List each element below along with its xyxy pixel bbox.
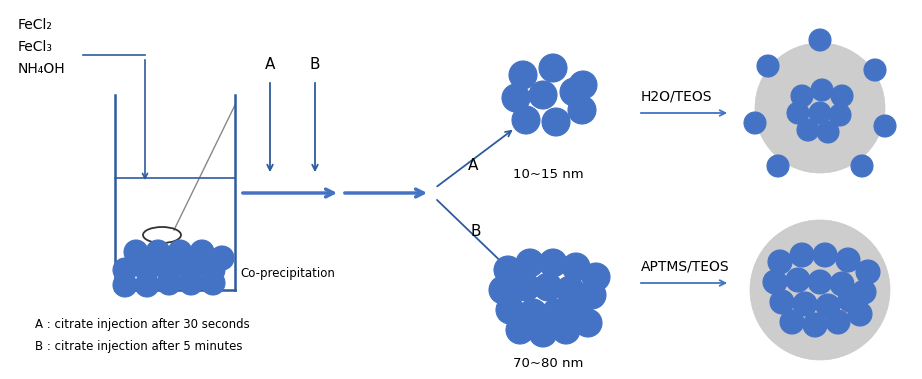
Circle shape [542,299,570,327]
Circle shape [874,115,896,137]
Circle shape [767,155,789,177]
Circle shape [851,155,873,177]
Circle shape [560,78,588,106]
Circle shape [506,316,534,344]
Text: FeCl₃: FeCl₃ [18,40,53,54]
Circle shape [210,246,234,270]
Circle shape [512,106,540,134]
Circle shape [135,273,159,297]
Circle shape [791,85,813,107]
Circle shape [578,281,606,309]
Circle shape [509,61,537,89]
Circle shape [809,102,831,124]
Circle shape [529,319,557,347]
Circle shape [770,290,794,314]
Circle shape [574,309,602,337]
Text: Co-precipitation: Co-precipitation [240,267,335,280]
Circle shape [856,260,880,284]
Circle shape [179,258,203,282]
Circle shape [750,220,890,360]
Circle shape [831,85,853,107]
Circle shape [552,316,580,344]
Circle shape [135,258,159,282]
Circle shape [562,253,590,281]
Circle shape [811,79,833,101]
Circle shape [838,288,862,312]
Circle shape [793,292,817,316]
Circle shape [780,310,804,334]
Circle shape [124,240,148,264]
Circle shape [836,248,860,272]
Circle shape [787,102,809,124]
Circle shape [539,249,567,277]
Circle shape [755,43,885,173]
Circle shape [808,270,832,294]
Text: NH₄OH: NH₄OH [18,62,65,76]
Text: 70~80 nm: 70~80 nm [513,357,584,370]
Circle shape [157,258,181,282]
Text: A: A [468,158,479,172]
Circle shape [496,296,524,324]
Text: A : citrate injection after 30 seconds: A : citrate injection after 30 seconds [35,318,250,331]
Circle shape [797,119,819,141]
Circle shape [864,59,886,81]
Circle shape [809,29,831,51]
Circle shape [829,104,851,126]
Circle shape [768,250,792,274]
Circle shape [830,272,854,296]
Text: 10~15 nm: 10~15 nm [513,168,584,181]
Circle shape [542,108,570,136]
Circle shape [494,256,522,284]
Circle shape [113,258,137,282]
Text: B: B [310,57,320,72]
Text: A: A [265,57,275,72]
Circle shape [534,273,562,301]
Circle shape [564,293,592,321]
Circle shape [757,55,779,77]
Circle shape [190,240,214,264]
Text: B : citrate injection after 5 minutes: B : citrate injection after 5 minutes [35,340,242,353]
Circle shape [582,263,610,291]
Circle shape [826,310,850,334]
Circle shape [786,268,810,292]
Circle shape [744,112,766,134]
Circle shape [512,273,540,301]
Circle shape [168,240,192,264]
Circle shape [201,271,225,295]
Circle shape [556,276,584,304]
Circle shape [803,313,827,337]
Circle shape [568,96,596,124]
Circle shape [502,84,530,112]
Circle shape [519,299,547,327]
Circle shape [201,258,225,282]
Text: B: B [470,224,480,238]
Circle shape [489,276,517,304]
Text: APTMS/TEOS: APTMS/TEOS [641,259,729,273]
Circle shape [813,243,837,267]
Text: H2O/TEOS: H2O/TEOS [641,89,713,103]
Circle shape [113,273,137,297]
Circle shape [763,270,787,294]
Circle shape [848,302,872,326]
Circle shape [146,240,170,264]
Circle shape [516,249,544,277]
Circle shape [539,54,567,82]
Circle shape [817,121,839,143]
Circle shape [157,271,181,295]
Text: FeCl₂: FeCl₂ [18,18,53,32]
Circle shape [852,280,876,304]
Circle shape [529,81,557,109]
Circle shape [569,71,597,99]
Circle shape [790,243,814,267]
Circle shape [816,294,840,318]
Circle shape [179,271,203,295]
